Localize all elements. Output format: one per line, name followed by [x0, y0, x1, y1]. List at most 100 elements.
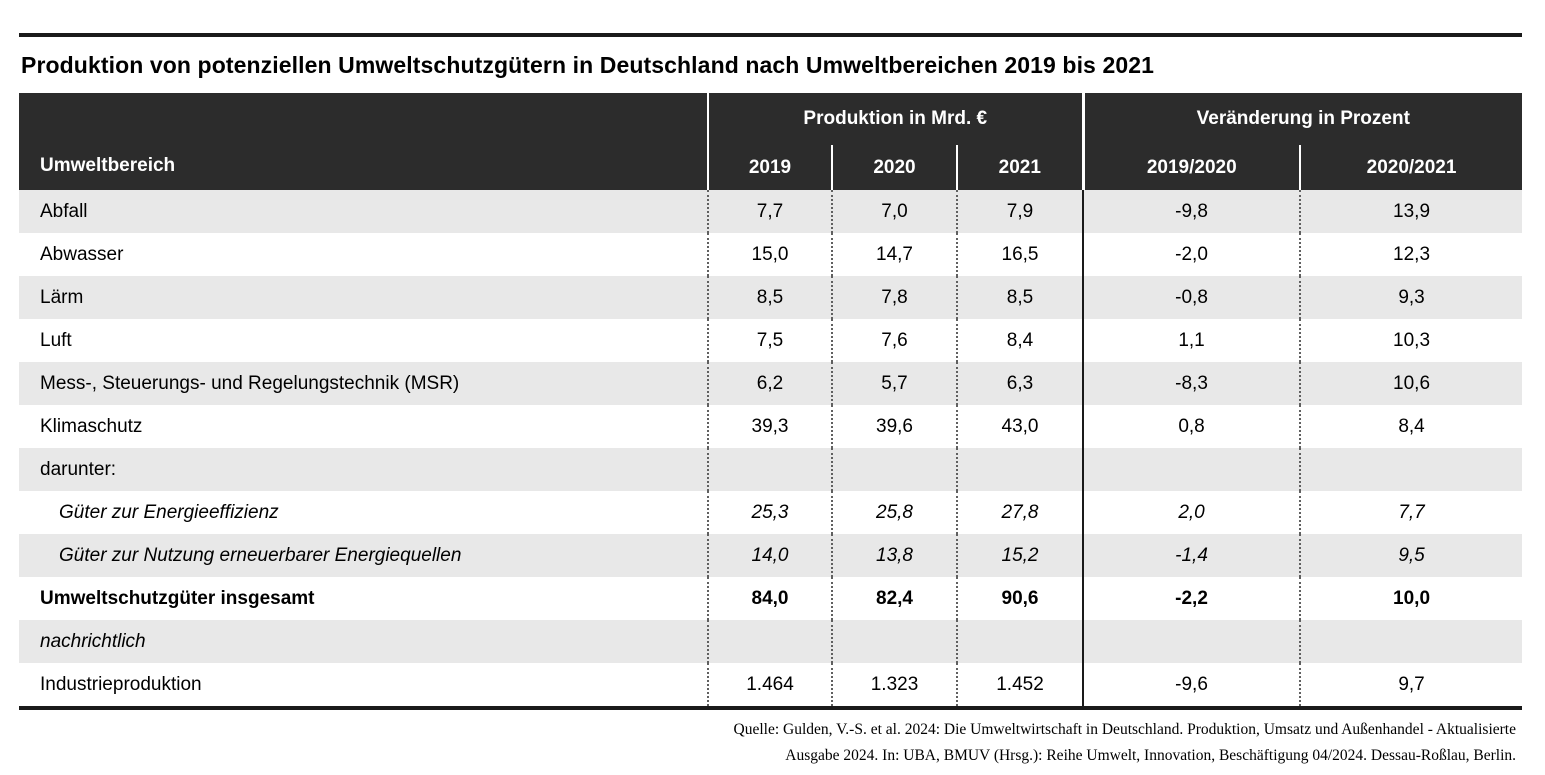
table-row-erneuerbare: Güter zur Nutzung erneuerbarer Energiequ…: [19, 534, 1523, 577]
header-change-2020-2021: 2020/2021: [1299, 145, 1523, 190]
row-label: darunter:: [19, 448, 708, 491]
cell-value: [1299, 620, 1523, 663]
cell-value: 1,1: [1082, 319, 1301, 362]
cell-value: 10,3: [1299, 319, 1523, 362]
cell-value: [955, 448, 1084, 491]
header-year-2021: 2021: [955, 145, 1084, 190]
source-note-line-1: Quelle: Gulden, V.-S. et al. 2024: Die U…: [733, 721, 1516, 738]
cell-value: -1,4: [1082, 534, 1301, 577]
table-row-insgesamt: Umweltschutzgüter insgesamt 84,0 82,4 90…: [19, 577, 1523, 620]
cell-value: 6,2: [707, 362, 832, 405]
table-row-abwasser: Abwasser 15,0 14,7 16,5 -2,0 12,3: [19, 233, 1523, 276]
cell-value: -8,3: [1082, 362, 1301, 405]
cell-value: 8,5: [707, 276, 832, 319]
cell-value: 16,5: [955, 233, 1084, 276]
cell-value: 84,0: [707, 577, 832, 620]
cell-value: 15,0: [707, 233, 832, 276]
header-group-row: Umweltbereich Produktion in Mrd. € Verän…: [19, 93, 1523, 190]
cell-value: [1082, 620, 1301, 663]
row-label: Güter zur Nutzung erneuerbarer Energiequ…: [19, 534, 708, 577]
row-label: Lärm: [19, 276, 708, 319]
row-label: Luft: [40, 329, 72, 351]
top-rule: [19, 33, 1522, 37]
cell-value: 7,0: [831, 190, 957, 233]
cell-value: 7,7: [1299, 491, 1523, 534]
header-change-2019-2020: 2019/2020: [1081, 145, 1301, 190]
row-label: Mess-, Steuerungs- und Regelungstechnik …: [19, 362, 708, 405]
cell-value: -0,8: [1082, 276, 1301, 319]
table-row-industrieproduktion: Industrieproduktion 1.464 1.323 1.452 -9…: [19, 663, 1523, 706]
cell-value: 25,3: [707, 491, 832, 534]
cell-value: 8,4: [1299, 405, 1523, 448]
cell-value: 13,8: [831, 534, 957, 577]
cell-value: [707, 620, 832, 663]
cell-value: 12,3: [1299, 233, 1523, 276]
cell-value: 15,2: [955, 534, 1084, 577]
table-row-darunter: darunter:: [19, 448, 1523, 491]
cell-value: 82,4: [831, 577, 957, 620]
cell-value: [1299, 448, 1523, 491]
table-row-nachrichtlich: nachrichtlich: [19, 620, 1523, 663]
source-note-line-2: Ausgabe 2024. In: UBA, BMUV (Hrsg.): Rei…: [785, 747, 1516, 764]
header-umweltbereich: Umweltbereich: [19, 93, 708, 190]
cell-value: 39,3: [707, 405, 832, 448]
table-row-msr: Mess-, Steuerungs- und Regelungstechnik …: [19, 362, 1523, 405]
cell-value: 14,0: [707, 534, 832, 577]
cell-value: 7,7: [707, 190, 832, 233]
cell-value: 9,7: [1299, 663, 1523, 706]
cell-value: 39,6: [831, 405, 957, 448]
header-year-row: 2019 2020 2021 2019/2020 2020/2021: [19, 145, 1523, 190]
table-body: Abfall 7,7 7,0 7,9 -9,8 13,9 Abwasser 15…: [19, 190, 1523, 706]
cell-value: 7,5: [707, 319, 832, 362]
cell-value: [955, 620, 1084, 663]
cell-value: 8,4: [955, 319, 1084, 362]
cell-value: 14,7: [831, 233, 957, 276]
data-table: Umweltbereich Produktion in Mrd. € Verän…: [19, 93, 1523, 706]
row-label: Klimaschutz: [40, 415, 143, 437]
cell-value: 27,8: [955, 491, 1084, 534]
header-year-2020: 2020: [831, 145, 957, 190]
source-note: Quelle: Gulden, V.-S. et al. 2024: Die U…: [19, 717, 1522, 769]
row-label: Güter zur Energieeffizienz: [59, 501, 279, 523]
table-row-klimaschutz: Klimaschutz 39,3 39,6 43,0 0,8 8,4: [19, 405, 1523, 448]
header-group-produktion: Produktion in Mrd. €: [706, 93, 1084, 145]
header-year-2019: 2019: [707, 145, 832, 190]
table-header: Umweltbereich Produktion in Mrd. € Verän…: [19, 93, 1523, 190]
page-title: Produktion von potenziellen Umweltschutz…: [21, 51, 1155, 78]
cell-value: [831, 620, 957, 663]
row-label: Umweltschutzgüter insgesamt: [40, 587, 315, 609]
cell-value: 8,5: [955, 276, 1084, 319]
cell-value: [707, 448, 832, 491]
cell-value: 90,6: [955, 577, 1084, 620]
header-group-veraenderung: Veränderung in Prozent: [1081, 93, 1523, 145]
cell-value: 1.452: [955, 663, 1084, 706]
cell-value: 6,3: [955, 362, 1084, 405]
table-row-abfall: Abfall 7,7 7,0 7,9 -9,8 13,9: [19, 190, 1523, 233]
row-label: Abwasser: [40, 243, 124, 265]
cell-value: 9,3: [1299, 276, 1523, 319]
cell-value: 2,0: [1082, 491, 1301, 534]
cell-value: [1082, 448, 1301, 491]
table-row-laerm: Lärm 8,5 7,8 8,5 -0,8 9,3: [19, 276, 1523, 319]
cell-value: 13,9: [1299, 190, 1523, 233]
cell-value: -2,2: [1082, 577, 1301, 620]
row-label: Industrieproduktion: [40, 673, 202, 695]
cell-value: 7,9: [955, 190, 1084, 233]
table-row-energieeffizienz: Güter zur Energieeffizienz 25,3 25,8 27,…: [19, 491, 1523, 534]
cell-value: 10,6: [1299, 362, 1523, 405]
cell-value: 43,0: [955, 405, 1084, 448]
cell-value: 5,7: [831, 362, 957, 405]
cell-value: 7,8: [831, 276, 957, 319]
row-label: nachrichtlich: [19, 620, 708, 663]
figure-content: Produktion von potenziellen Umweltschutz…: [19, 33, 1523, 769]
cell-value: -9,8: [1082, 190, 1301, 233]
bottom-rule: [19, 706, 1522, 710]
row-label: Abfall: [19, 190, 708, 233]
cell-value: 1.323: [831, 663, 957, 706]
cell-value: 7,6: [831, 319, 957, 362]
cell-value: 0,8: [1082, 405, 1301, 448]
cell-value: 9,5: [1299, 534, 1523, 577]
cell-value: -9,6: [1082, 663, 1301, 706]
cell-value: 10,0: [1299, 577, 1523, 620]
